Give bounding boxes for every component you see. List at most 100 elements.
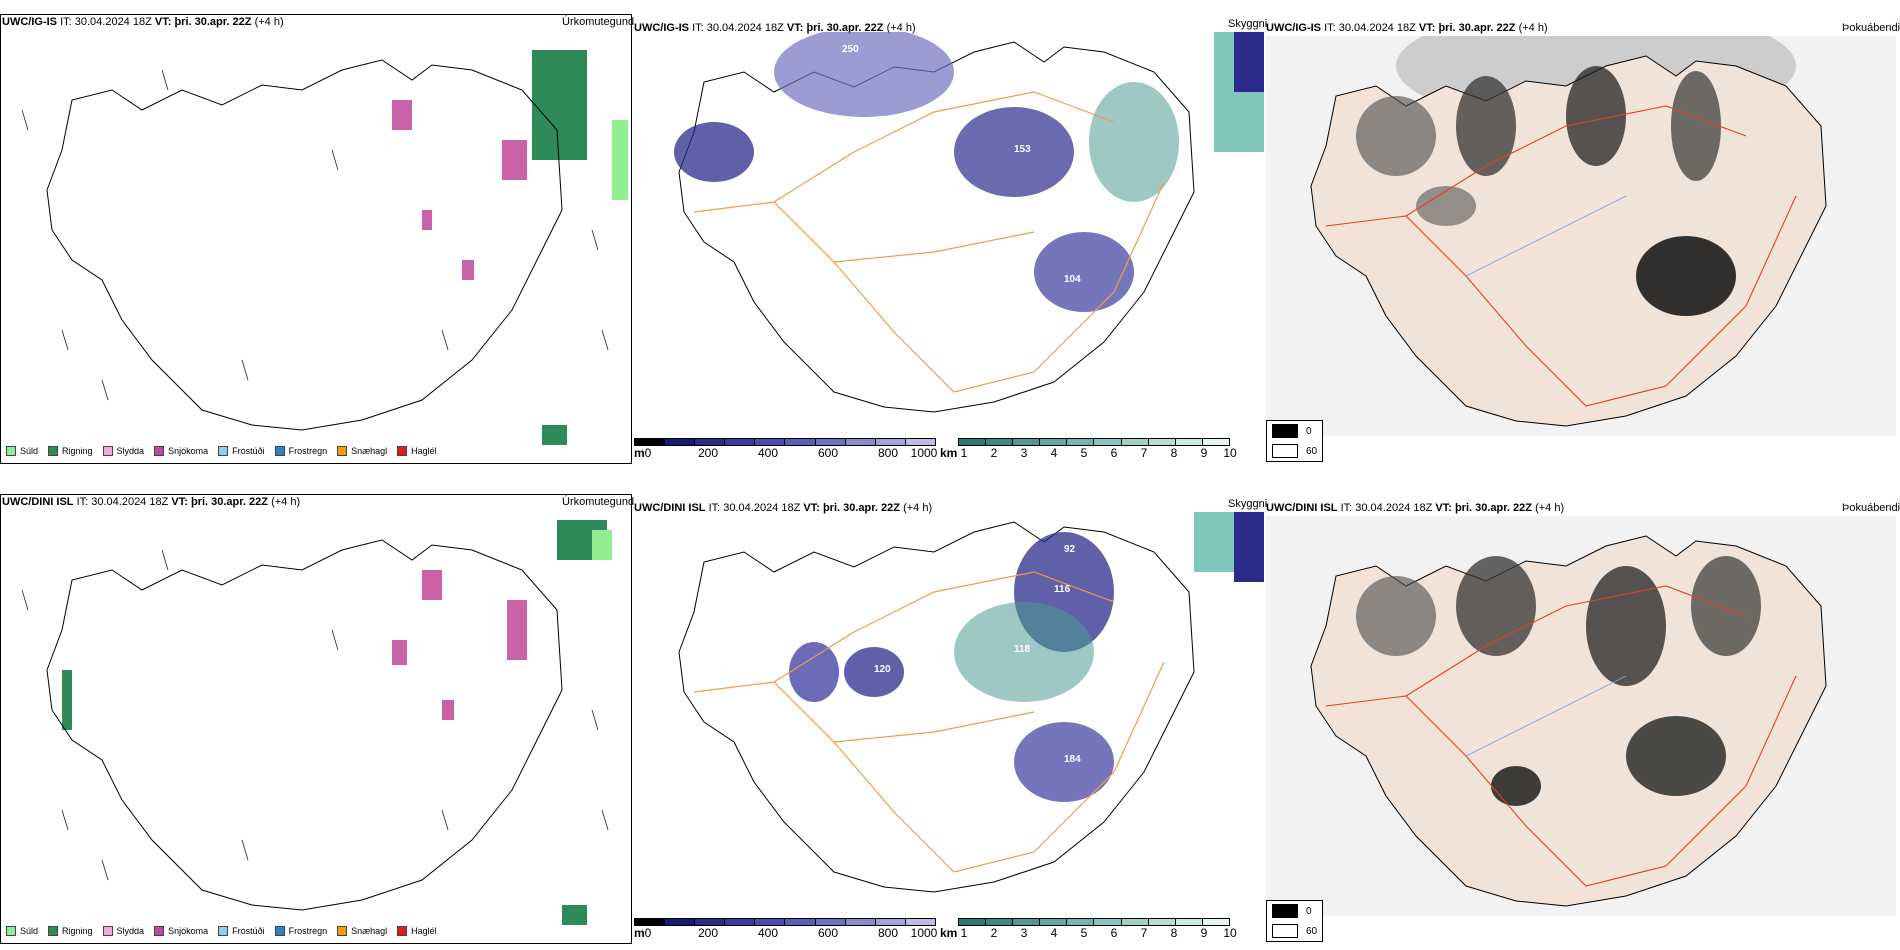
rain-area — [532, 50, 587, 160]
precip-type-frame — [0, 14, 632, 464]
legend-item: Frostregn — [274, 446, 327, 456]
legend-item: Rigning — [48, 446, 93, 456]
fog-header: UWC/DINI ISL IT: 30.04.2024 18Z VT: þri.… — [1266, 501, 1564, 515]
fog-area — [1586, 566, 1666, 686]
colorbar-m-ticks: 0 200 400 600 800 1000 — [634, 926, 938, 940]
vt-value: þri. 30.apr. 22Z — [1454, 502, 1532, 514]
legend-label: 0 — [1306, 905, 1312, 917]
fog-area — [1356, 576, 1436, 656]
drizzle-area — [612, 120, 628, 200]
legend-item: Snjókoma — [154, 926, 208, 936]
visibility-colorbar: 1 2 3 4 5 6 7 8 9 10 — [958, 438, 1237, 460]
lead-time: (+4 h) — [1535, 502, 1565, 514]
cloud-label: 118 — [1014, 644, 1031, 655]
tick-label: 6 — [1110, 446, 1118, 460]
vt-value: þri. 30.apr. 22Z — [174, 16, 252, 28]
fog-area — [1671, 71, 1721, 181]
tick-label: 200 — [697, 446, 719, 460]
colorbar-m — [634, 438, 936, 446]
colorbar-m-unit: m — [634, 446, 645, 460]
fog-map — [1266, 36, 1896, 436]
legend-label: Slydda — [116, 926, 145, 936]
tick-label: 1 — [960, 926, 968, 940]
vt-value: þri. 30.apr. 22Z — [1438, 22, 1516, 34]
legend-label: Súld — [20, 926, 39, 936]
fog-legend-item: 60 — [1267, 921, 1322, 941]
colorbar-km-unit: km — [940, 926, 958, 940]
tick-label: 6 — [1110, 926, 1118, 940]
cloud-label: 250 — [842, 44, 859, 55]
cloud-map: 92 116 118 184 120 — [678, 512, 1264, 893]
legend-swatch — [274, 926, 285, 936]
tick-label: 3 — [1020, 926, 1028, 940]
iceland-coastline — [46, 59, 563, 431]
cloud-map: 250 58 80 153 104 — [674, 32, 1264, 413]
tick-label: 7 — [1140, 446, 1148, 460]
it-label: IT: — [76, 496, 89, 508]
legend-label: Snæhagl — [351, 926, 388, 936]
precip-type-legend: Súld Rigning Slydda Snjókoma Frostúði Fr… — [6, 446, 437, 456]
legend-label: Rigning — [62, 926, 93, 936]
tick-label: 8 — [1170, 446, 1178, 460]
cloud-label: 80 — [718, 184, 730, 195]
cloud-label: 58 — [722, 114, 734, 125]
tick-label: 9 — [1200, 446, 1208, 460]
rain-area — [542, 425, 567, 445]
legend-item: Snæhagl — [337, 446, 387, 456]
snow-area — [422, 210, 432, 230]
cloud-header: UWC/IG-IS IT: 30.04.2024 18Z VT: þri. 30… — [634, 21, 916, 35]
model-name: UWC/DINI ISL — [2, 496, 74, 508]
cloud-base-area — [954, 107, 1074, 197]
lead-time: (+4 h) — [1518, 22, 1548, 34]
rain-area — [62, 670, 72, 730]
tick-label: 2 — [990, 926, 998, 940]
cloud-labels: 250 58 80 153 104 — [718, 44, 1081, 285]
legend-item: Súld — [6, 926, 38, 936]
legend-swatch — [102, 446, 113, 456]
tick-label: 10 — [1223, 926, 1237, 940]
vt-value: þri. 30.apr. 22Z — [806, 22, 884, 34]
fog-header: UWC/IG-IS IT: 30.04.2024 18Z VT: þri. 30… — [1266, 21, 1548, 35]
cloud-base-area — [1014, 722, 1114, 802]
lead-time: (+4 h) — [254, 16, 284, 28]
vt-label: VT: — [1435, 502, 1452, 514]
fog-area — [1356, 96, 1436, 176]
snow-area — [392, 640, 407, 665]
tick-label: 800 — [877, 446, 899, 460]
cloud-label: 153 — [1014, 144, 1031, 155]
colorbar-km-ticks: 1 2 3 4 5 6 7 8 9 10 — [958, 926, 1237, 940]
tick-label: 0 — [644, 446, 652, 460]
legend-item: Frostúði — [218, 926, 265, 936]
fog-title: Þokuábendi — [1842, 22, 1900, 34]
tick-label: 2 — [990, 446, 998, 460]
legend-label: Súld — [20, 446, 39, 456]
colorbar-km — [958, 918, 1230, 926]
road-network — [693, 571, 1165, 873]
it-label: IT: — [692, 22, 704, 34]
legend-swatch — [274, 446, 285, 456]
it-value: 30.04.2024 18Z — [91, 496, 169, 508]
legend-label: Slydda — [116, 446, 145, 456]
precip-header: UWC/IG-IS IT: 30.04.2024 18Z VT: þri. 30… — [2, 15, 284, 29]
snow-area — [442, 700, 454, 720]
tick-label: 5 — [1080, 926, 1088, 940]
road-network — [693, 91, 1165, 393]
precip-type-legend: Súld Rigning Slydda Snjókoma Frostúði Fr… — [6, 926, 437, 936]
river-network — [1465, 675, 1627, 757]
cloud-base-area — [674, 122, 754, 182]
legend-item: Slydda — [102, 926, 145, 936]
it-value: 30.04.2024 18Z — [706, 22, 784, 34]
visibility-colorbar: 1 2 3 4 5 6 7 8 9 10 — [958, 918, 1237, 940]
it-value: 30.04.2024 18Z — [1355, 502, 1433, 514]
fog-area — [1456, 76, 1516, 176]
vt-label: VT: — [786, 22, 804, 34]
it-label: IT: — [60, 16, 72, 28]
colorbar-km — [958, 438, 1230, 446]
tick-label: 5 — [1080, 446, 1088, 460]
colorbar-km-ticks: 1 2 3 4 5 6 7 8 9 10 — [958, 446, 1237, 460]
legend-swatch — [6, 446, 16, 456]
legend-swatch — [1272, 904, 1298, 918]
legend-item: Haglél — [397, 446, 437, 456]
fog-area — [1636, 236, 1736, 316]
drizzle-area — [592, 530, 612, 560]
